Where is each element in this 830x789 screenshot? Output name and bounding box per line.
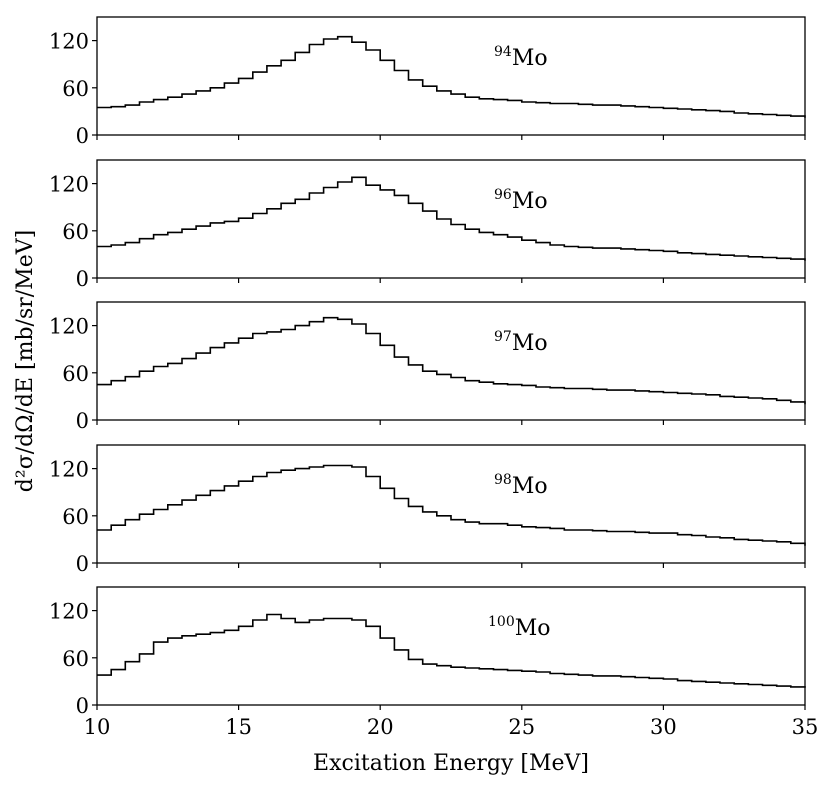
y-tick-label: 120: [49, 315, 89, 339]
spectrum-line-100Mo: [97, 613, 806, 688]
x-tick-label: 15: [225, 715, 252, 739]
y-tick-label: 0: [76, 124, 89, 148]
y-tick-label: 120: [49, 600, 89, 624]
spectrum-line-97Mo: [97, 316, 806, 405]
y-tick-label: 0: [76, 694, 89, 718]
isotope-label-94: 94Mo: [494, 44, 548, 71]
y-axis-label: d²σ/dΩ/dE [mb/sr/MeV]: [13, 230, 38, 492]
isotope-label-97: 97Mo: [494, 329, 548, 356]
isotope-label-96: 96Mo: [494, 187, 548, 214]
spectrum-line-98Mo: [97, 464, 806, 546]
isotope-label-100: 100Mo: [488, 614, 551, 641]
x-tick-label: 35: [792, 715, 819, 739]
x-tick-label: 20: [367, 715, 394, 739]
y-tick-label: 60: [62, 362, 89, 386]
panel-frame-97: [96, 301, 806, 421]
isotope-label-98: 98Mo: [494, 472, 548, 499]
x-axis-label: Excitation Energy [MeV]: [313, 751, 589, 776]
y-tick-label: 120: [49, 458, 89, 482]
y-tick-label: 60: [62, 77, 89, 101]
spectrum-line-94Mo: [97, 35, 806, 118]
y-tick-label: 0: [76, 409, 89, 433]
y-tick-label: 0: [76, 552, 89, 576]
panel-frame-98: [96, 444, 806, 564]
y-tick-label: 0: [76, 267, 89, 291]
x-tick-label: 25: [508, 715, 535, 739]
spectrum-line-96Mo: [97, 176, 806, 261]
x-tick-label: 10: [84, 715, 111, 739]
y-tick-label: 60: [62, 220, 89, 244]
y-tick-label: 60: [62, 647, 89, 671]
panel-frame-100: [96, 586, 806, 706]
x-tick-label: 30: [650, 715, 677, 739]
y-tick-label: 60: [62, 505, 89, 529]
panel-frame-96: [96, 159, 806, 279]
panel-frame-94: [96, 16, 806, 136]
y-tick-label: 120: [49, 30, 89, 54]
y-tick-label: 120: [49, 173, 89, 197]
